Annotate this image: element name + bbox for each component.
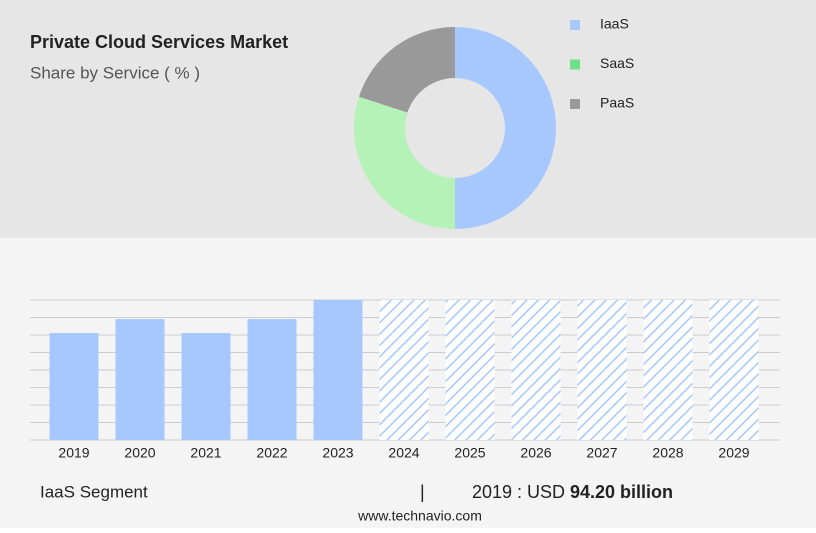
legend-swatch	[570, 20, 580, 30]
x-tick-label: 2022	[256, 445, 287, 461]
year-label: 2019 : USD	[472, 482, 565, 502]
x-tick-label: 2027	[586, 445, 617, 461]
separator: |	[420, 482, 425, 502]
x-tick-label: 2026	[520, 445, 551, 461]
bar	[181, 333, 231, 440]
pie-slice	[358, 27, 455, 113]
legend-swatch	[570, 59, 580, 70]
segment-label: IaaS Segment	[40, 482, 148, 501]
pie-slice	[353, 96, 455, 230]
forecast-bar	[709, 300, 759, 440]
forecast-bar	[643, 300, 693, 440]
legend-label: IaaS	[600, 16, 629, 32]
highlight-value: 94.20 billion	[570, 482, 673, 502]
chart-title: Private Cloud Services Market	[30, 32, 288, 52]
forecast-bar	[445, 300, 495, 440]
forecast-bar	[511, 300, 561, 440]
legend-label: PaaS	[600, 95, 634, 111]
x-tick-label: 2020	[124, 445, 155, 461]
x-tick-label: 2023	[322, 445, 353, 461]
x-tick-label: 2029	[718, 445, 749, 461]
source: www.technavio.com	[357, 508, 482, 524]
pie-slice	[455, 27, 556, 229]
chart-subtitle: Share by Service ( % )	[30, 63, 200, 82]
x-tick-label: 2025	[454, 445, 485, 461]
bar	[247, 319, 297, 440]
bar	[49, 333, 99, 440]
legend-label: SaaS	[600, 55, 634, 71]
x-tick-label: 2019	[58, 445, 89, 461]
x-tick-label: 2024	[388, 445, 419, 461]
bar	[115, 319, 165, 440]
legend-swatch	[570, 99, 580, 109]
forecast-bar	[577, 300, 627, 440]
forecast-bar	[379, 300, 429, 440]
x-tick-label: 2028	[652, 445, 683, 461]
bar	[313, 300, 363, 440]
x-tick-label: 2021	[190, 445, 221, 461]
